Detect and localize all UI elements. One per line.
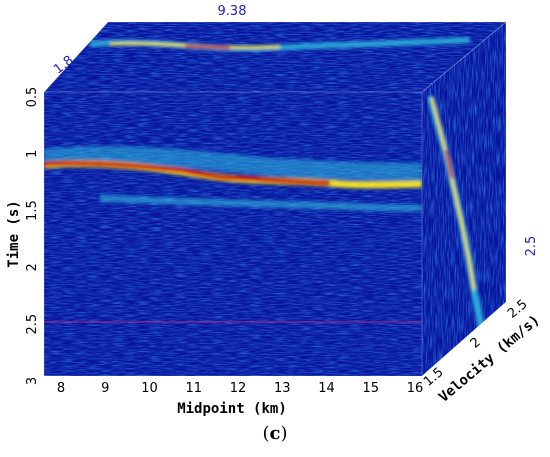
front-slice-panel: [44, 92, 422, 376]
figure-caption: (c): [0, 423, 550, 444]
midpoint-tick-label: 9: [101, 381, 109, 396]
caption-close: ): [280, 423, 288, 444]
midpoint-axis: 8 9 10 11 12 13 14 15 16 Midpoint (km): [57, 381, 423, 417]
time-tick-label: 2.5: [25, 314, 40, 335]
midpoint-tick-label: 15: [362, 381, 379, 396]
midpoint-tick-label: 14: [318, 381, 335, 396]
midpoint-axis-title: Midpoint (km): [177, 401, 287, 417]
time-axis-ticks: 0.5 1 1.5 2 2.5 3: [25, 87, 40, 385]
midpoint-tick-label: 16: [407, 381, 424, 396]
midpoint-tick-label: 12: [230, 381, 247, 396]
top-slice-panel: [44, 22, 506, 92]
time-tick-label: 3: [25, 377, 40, 385]
caption-open: (: [262, 423, 270, 444]
time-tick-label: 1: [25, 150, 40, 158]
top-slice-midpoint-label: 9.38: [218, 4, 247, 19]
midpoint-tick-label: 10: [141, 381, 158, 396]
caption-letter: c: [269, 423, 281, 444]
time-tick-label: 2: [25, 263, 40, 271]
velocity-tick-label: 2: [468, 335, 484, 352]
time-axis: Time (s) 0.5 1 1.5 2 2.5 3: [6, 87, 40, 385]
cube-edges: [43, 21, 507, 377]
time-axis-title: Time (s): [6, 200, 22, 267]
midpoint-tick-label: 11: [185, 381, 202, 396]
side-slice-panel: [422, 22, 506, 376]
time-tick-label: 0.5: [25, 87, 40, 108]
time-tick-label: 1.5: [25, 200, 40, 221]
midpoint-tick-label: 8: [57, 381, 65, 396]
midpoint-axis-ticks: 8 9 10 11 12 13 14 15 16: [57, 381, 423, 396]
midpoint-tick-label: 13: [274, 381, 291, 396]
side-slice-time-label: 2.5: [524, 236, 539, 257]
